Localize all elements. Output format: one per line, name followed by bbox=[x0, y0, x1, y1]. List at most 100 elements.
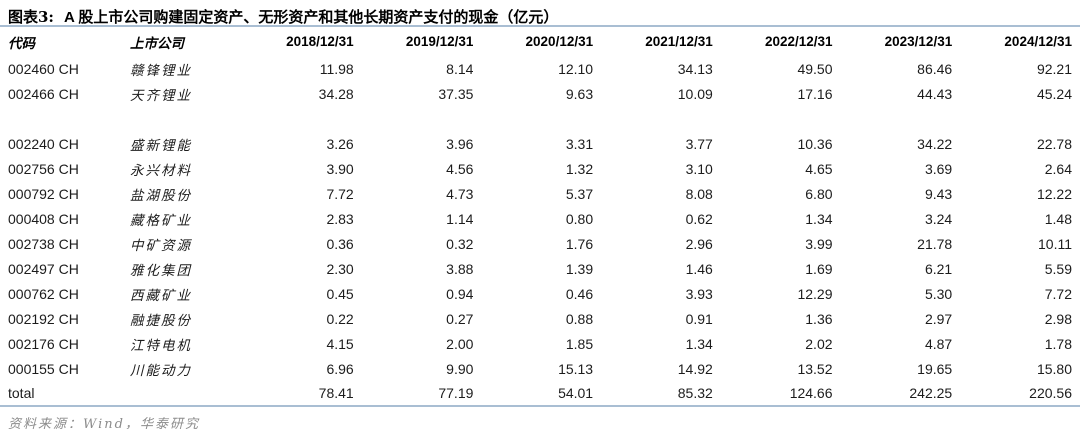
value-cell: 1.76 bbox=[565, 235, 594, 252]
value-cell: 7.72 bbox=[1044, 285, 1072, 302]
value-cell: 2.64 bbox=[1044, 160, 1072, 177]
total-value-cell: 242.25 bbox=[909, 385, 953, 401]
table-header-row: 代码 上市公司 2018/12/31 2019/12/31 2020/12/31 2021… bbox=[8, 27, 1072, 56]
value-cell: 3.31 bbox=[565, 135, 594, 152]
value-cell: 0.91 bbox=[685, 310, 713, 327]
table-row: 000155 CH 川能动力 6.96 9.90 15.13 14.92 13.52 19.6… bbox=[8, 356, 1072, 381]
value-cell: 1.34 bbox=[805, 210, 833, 227]
value-cell: 4.15 bbox=[326, 335, 354, 352]
value-cell: 6.96 bbox=[326, 360, 354, 377]
value-cell: 1.78 bbox=[1044, 335, 1072, 352]
value-cell: 9.63 bbox=[565, 85, 594, 102]
value-cell: 11.98 bbox=[319, 60, 354, 77]
company-name: 藏格矿业 bbox=[130, 212, 192, 229]
company-name: 融捷股份 bbox=[130, 312, 192, 329]
stock-code: 000155 CH bbox=[8, 360, 79, 377]
value-cell: 3.24 bbox=[924, 210, 953, 227]
value-cell: 8.08 bbox=[685, 185, 713, 202]
value-cell: 22.78 bbox=[1036, 135, 1072, 152]
value-cell: 1.32 bbox=[565, 160, 594, 177]
value-cell bbox=[354, 106, 474, 131]
value-cell: 21.78 bbox=[917, 235, 953, 252]
value-cell: 2.96 bbox=[685, 235, 713, 252]
value-cell: 2.00 bbox=[446, 335, 474, 352]
company-name: 西藏矿业 bbox=[130, 287, 192, 304]
value-cell: 8.14 bbox=[446, 60, 474, 77]
value-cell: 3.69 bbox=[924, 160, 953, 177]
value-cell: 34.13 bbox=[677, 60, 713, 77]
value-cell: 2.97 bbox=[924, 310, 953, 327]
figure-title-bar: 图表3: A 股上市公司购建固定资产、无形资产和其他长期资产支付的现金（亿元） bbox=[0, 0, 1080, 27]
company-name: 雅化集团 bbox=[130, 262, 192, 279]
total-value-cell: 85.32 bbox=[677, 385, 713, 401]
value-cell: 9.90 bbox=[446, 360, 474, 377]
table-row: 002756 CH 永兴材料 3.90 4.56 1.32 3.10 4.65 3.69 2.6… bbox=[8, 156, 1072, 181]
value-cell bbox=[833, 106, 953, 131]
value-cell bbox=[473, 106, 593, 131]
value-cell: 3.96 bbox=[446, 135, 474, 152]
value-cell: 0.88 bbox=[565, 310, 594, 327]
table-container: 代码 上市公司 2018/12/31 2019/12/31 2020/12/31 2021… bbox=[0, 27, 1080, 405]
stock-code: 000792 CH bbox=[8, 185, 79, 202]
company-name: 盐湖股份 bbox=[130, 187, 192, 204]
stock-code: 002176 CH bbox=[8, 335, 79, 352]
value-cell: 2.83 bbox=[326, 210, 354, 227]
value-cell: 0.22 bbox=[326, 310, 354, 327]
value-cell: 15.80 bbox=[1036, 360, 1072, 377]
value-cell: 5.59 bbox=[1044, 260, 1072, 277]
stock-code: 002466 CH bbox=[8, 85, 79, 102]
value-cell: 2.98 bbox=[1044, 310, 1072, 327]
value-cell: 1.46 bbox=[685, 260, 713, 277]
value-cell bbox=[593, 106, 713, 131]
value-cell: 0.46 bbox=[565, 285, 594, 302]
table-row: 000792 CH 盐湖股份 7.72 4.73 5.37 8.08 6.80 9.43 12.… bbox=[8, 181, 1072, 206]
column-header: 2020/12/31 bbox=[525, 34, 594, 49]
column-header: 2021/12/31 bbox=[645, 34, 713, 49]
stock-code: 002240 CH bbox=[8, 135, 79, 152]
value-cell bbox=[234, 106, 354, 131]
value-cell: 2.02 bbox=[805, 335, 833, 352]
value-cell: 3.93 bbox=[685, 285, 713, 302]
total-row: total 78.41 77.19 54.01 85.32 124.66 242.25 220… bbox=[8, 381, 1072, 405]
stock-code bbox=[8, 106, 130, 131]
value-cell: 0.94 bbox=[446, 285, 474, 302]
value-cell bbox=[713, 106, 833, 131]
value-cell: 5.37 bbox=[565, 185, 594, 202]
value-cell: 4.65 bbox=[805, 160, 833, 177]
value-cell: 3.90 bbox=[326, 160, 354, 177]
value-cell: 2.30 bbox=[326, 260, 354, 277]
company-name: 江特电机 bbox=[130, 337, 192, 354]
value-cell: 19.65 bbox=[917, 360, 953, 377]
value-cell: 7.72 bbox=[326, 185, 354, 202]
value-cell: 1.36 bbox=[805, 310, 833, 327]
company-name: 永兴材料 bbox=[130, 162, 192, 179]
value-cell: 6.21 bbox=[924, 260, 953, 277]
value-cell: 0.80 bbox=[565, 210, 594, 227]
value-cell: 3.26 bbox=[326, 135, 354, 152]
value-cell: 0.27 bbox=[446, 310, 474, 327]
value-cell: 0.45 bbox=[326, 285, 354, 302]
column-header: 代码 bbox=[8, 35, 35, 52]
value-cell: 1.39 bbox=[565, 260, 594, 277]
total-value-cell: 54.01 bbox=[558, 385, 594, 401]
company-name: 盛新锂能 bbox=[130, 137, 192, 154]
value-cell: 86.46 bbox=[917, 60, 953, 77]
spacer-row bbox=[8, 106, 1072, 131]
value-cell: 10.36 bbox=[797, 135, 833, 152]
value-cell: 10.11 bbox=[1038, 235, 1072, 252]
stock-code: 002756 CH bbox=[8, 160, 79, 177]
stock-code: 002460 CH bbox=[8, 60, 79, 77]
company-name: 天齐锂业 bbox=[130, 87, 192, 104]
value-cell: 44.43 bbox=[917, 85, 953, 102]
figure-label: 图表3: bbox=[8, 8, 54, 26]
column-header: 2022/12/31 bbox=[764, 34, 833, 49]
value-cell: 0.62 bbox=[685, 210, 713, 227]
stock-code: 000762 CH bbox=[8, 285, 79, 302]
value-cell: 1.14 bbox=[446, 210, 474, 227]
value-cell: 3.10 bbox=[685, 160, 713, 177]
value-cell: 37.35 bbox=[438, 85, 474, 102]
table-row: 002240 CH 盛新锂能 3.26 3.96 3.31 3.77 10.36 34.22 2… bbox=[8, 131, 1072, 156]
total-value-cell: 77.19 bbox=[438, 385, 474, 401]
value-cell: 3.77 bbox=[685, 135, 713, 152]
